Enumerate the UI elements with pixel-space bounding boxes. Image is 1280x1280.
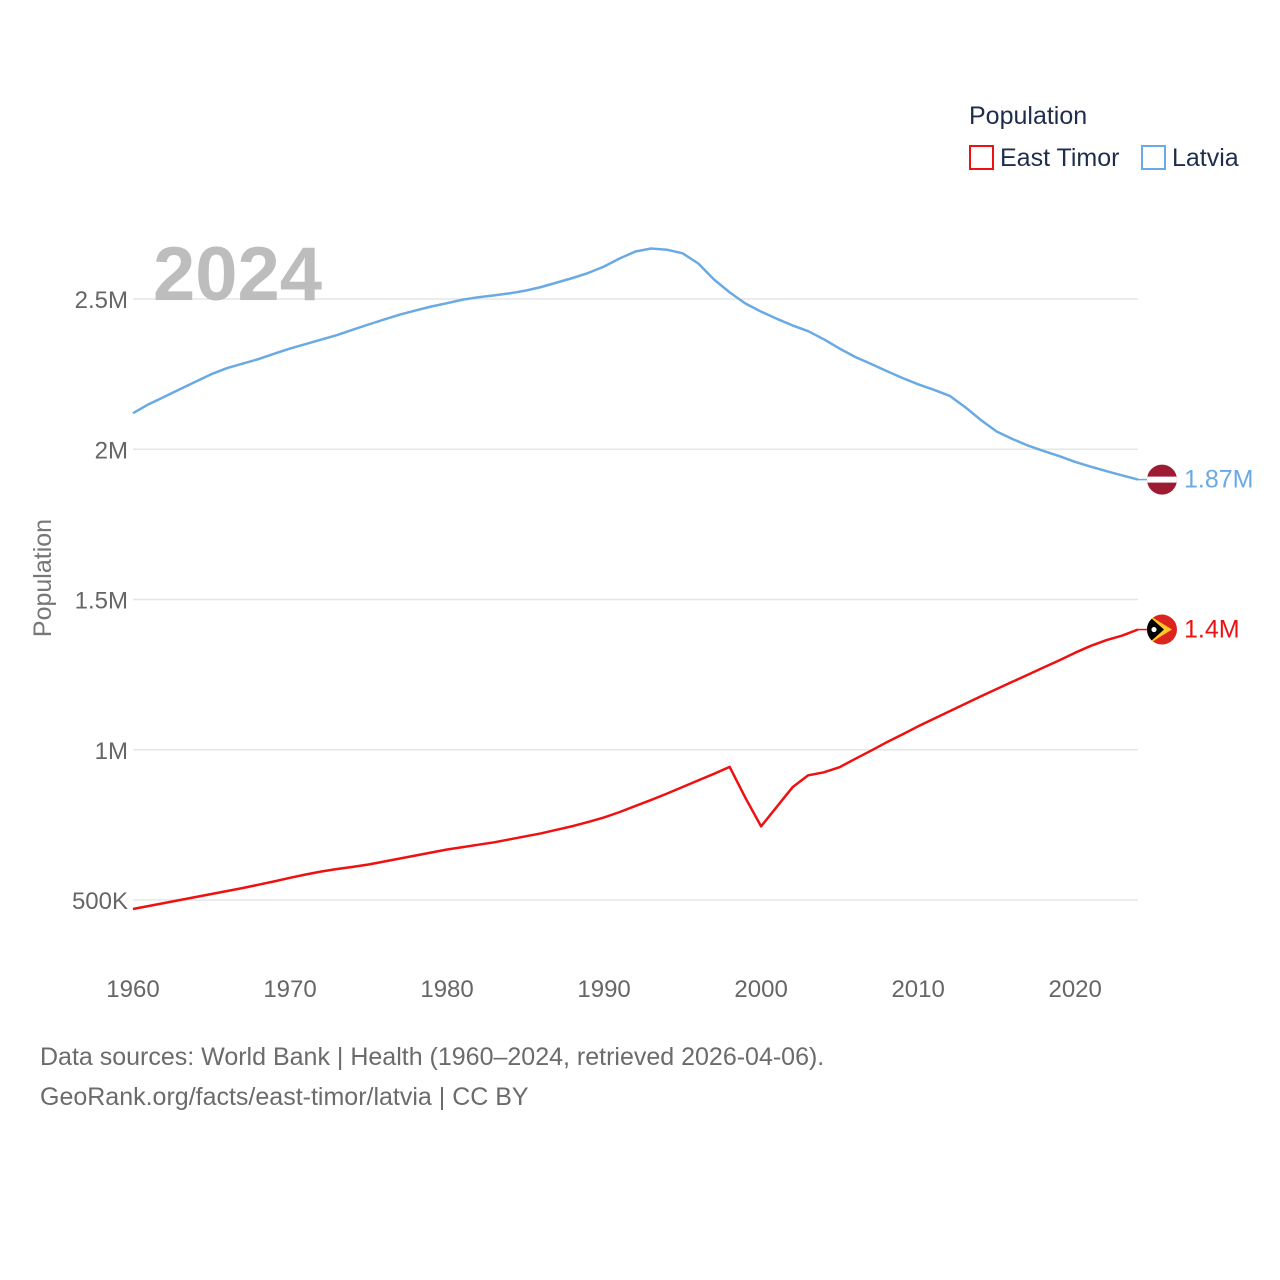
latvia-flag-icon xyxy=(1147,464,1177,495)
legend-title: Population xyxy=(969,102,1087,130)
source-link[interactable]: GeoRank.org/facts/east-timor/latvia | CC… xyxy=(40,1083,529,1111)
x-tick-label: 2020 xyxy=(1048,976,1101,1003)
legend-swatch[interactable] xyxy=(969,145,994,170)
y-tick-label: 2.5M xyxy=(75,287,128,314)
series-end-label: 1.4M xyxy=(1184,616,1240,644)
legend-item-label[interactable]: Latvia xyxy=(1172,144,1239,172)
y-axis-title: Population xyxy=(29,519,57,637)
series-end-label: 1.87M xyxy=(1184,466,1253,494)
x-tick-label: 1980 xyxy=(420,976,473,1003)
year-label: 2024 xyxy=(153,232,322,317)
y-tick-label: 1.5M xyxy=(75,588,128,615)
x-tick-label: 2000 xyxy=(734,976,787,1003)
series-line xyxy=(132,247,1139,481)
series-line xyxy=(132,628,1139,911)
y-tick-label: 2M xyxy=(95,437,128,464)
y-tick-label: 1M xyxy=(95,738,128,765)
x-tick-label: 1990 xyxy=(577,976,630,1003)
legend-item-label[interactable]: East Timor xyxy=(1000,144,1119,172)
x-tick-label: 2010 xyxy=(891,976,944,1003)
east-timor-flag-icon xyxy=(1147,614,1177,645)
x-tick-label: 1970 xyxy=(263,976,316,1003)
y-tick-label: 500K xyxy=(72,888,128,915)
x-tick-label: 1960 xyxy=(106,976,159,1003)
source-note: Data sources: World Bank | Health (1960–… xyxy=(40,1043,825,1071)
legend-swatch[interactable] xyxy=(1141,145,1166,170)
